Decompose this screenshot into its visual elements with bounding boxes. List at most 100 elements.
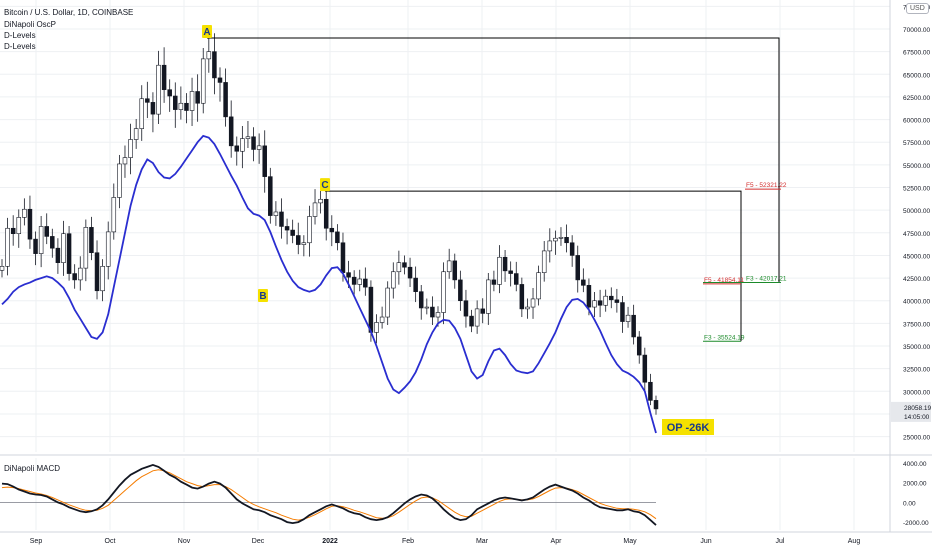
last-price-value: 28058.19 (904, 405, 931, 412)
currency-badge[interactable]: USD (906, 3, 929, 14)
candle (374, 322, 379, 333)
candle (614, 299, 620, 303)
candle (223, 82, 228, 118)
candle (72, 273, 77, 281)
macd-axis-tick: 2000.00 (903, 481, 927, 488)
candle (256, 145, 262, 150)
time-axis-tick: Feb (402, 538, 414, 545)
candle (609, 295, 614, 301)
time-axis-tick: Oct (105, 538, 116, 545)
price-axis-tick: 57500.00 (903, 140, 930, 147)
candle (553, 237, 558, 242)
candle (335, 231, 340, 244)
swing-label-c: C (320, 178, 330, 192)
price-axis-tick: 62500.00 (903, 95, 930, 102)
candle (418, 291, 424, 309)
candle (245, 136, 251, 139)
candle (620, 302, 625, 322)
candle (212, 51, 217, 79)
candle (486, 279, 491, 314)
candle (295, 235, 301, 245)
swing-label-bg (320, 178, 330, 192)
price-axis-tick: 67500.00 (903, 50, 930, 57)
candle (430, 306, 435, 318)
candle (491, 279, 497, 285)
time-axis-tick: Sep (30, 538, 43, 545)
candle (117, 163, 122, 198)
candle (234, 145, 240, 152)
candle (435, 312, 441, 318)
candle (391, 271, 396, 289)
dlevel-label: F5 - 41854.11 (704, 277, 744, 284)
candle (558, 237, 564, 239)
time-axis-tick: Aug (848, 538, 861, 545)
candle (22, 208, 27, 218)
time-axis-tick: May (623, 538, 637, 545)
candle (396, 262, 402, 273)
candle (469, 315, 474, 327)
time-axis-tick: Dec (252, 538, 265, 545)
candle (625, 314, 631, 322)
swing-label-b: B (258, 289, 268, 302)
candle (94, 252, 100, 292)
candle (413, 277, 418, 292)
candles (0, 33, 659, 415)
candle (569, 242, 575, 256)
indicator-dlevels-label-2: D-Levels (4, 42, 36, 51)
candle (195, 91, 200, 104)
swing-line-a (207, 37, 780, 283)
oscp-line (1, 134, 657, 434)
candle (581, 279, 586, 286)
candle (105, 231, 111, 267)
candle (301, 242, 307, 245)
macd-axis-tick: 0.00 (903, 500, 916, 507)
indicator-dlevels-label-1: D-Levels (4, 31, 36, 40)
candle (586, 285, 592, 308)
last-price-tag (891, 401, 931, 422)
candle (173, 95, 178, 110)
time-axis-tick: 2022 (322, 538, 338, 545)
price-axis-tick: 65000.00 (903, 72, 930, 79)
candle (89, 227, 94, 254)
candle (368, 286, 374, 333)
candle (642, 354, 648, 383)
candle (273, 211, 279, 216)
candle (66, 233, 72, 274)
time-axis-tick: Jun (700, 538, 711, 545)
price-axis-tick: 47500.00 (903, 231, 930, 238)
candle (357, 278, 362, 285)
candle (307, 216, 312, 244)
candle (27, 208, 33, 240)
candle (346, 272, 351, 278)
candle (262, 145, 267, 177)
candle (474, 308, 480, 327)
candle (268, 176, 273, 216)
candle (240, 138, 245, 152)
price-axis-tick: 60000.00 (903, 118, 930, 125)
macd-signal-line (1, 469, 657, 521)
candle (631, 314, 636, 338)
candle (5, 227, 10, 267)
candle (351, 276, 357, 285)
price-axis-tick: 52500.00 (903, 186, 930, 193)
macd-line (1, 463, 657, 526)
candle (480, 308, 485, 314)
candle (284, 226, 290, 231)
candle (407, 266, 413, 279)
candle (547, 240, 553, 252)
candle (83, 227, 89, 269)
candle (44, 226, 49, 237)
price-axis-tick: 37500.00 (903, 321, 930, 328)
candle (318, 198, 323, 204)
swing-label-bg (258, 289, 268, 302)
candle (329, 227, 335, 233)
swing-label-text: C (321, 180, 328, 191)
time-axis-tick: Mar (476, 538, 489, 545)
candle (100, 266, 105, 292)
candle (61, 233, 66, 263)
candle (161, 64, 167, 90)
candle (55, 247, 61, 263)
candle (402, 262, 407, 268)
candle (458, 279, 463, 302)
